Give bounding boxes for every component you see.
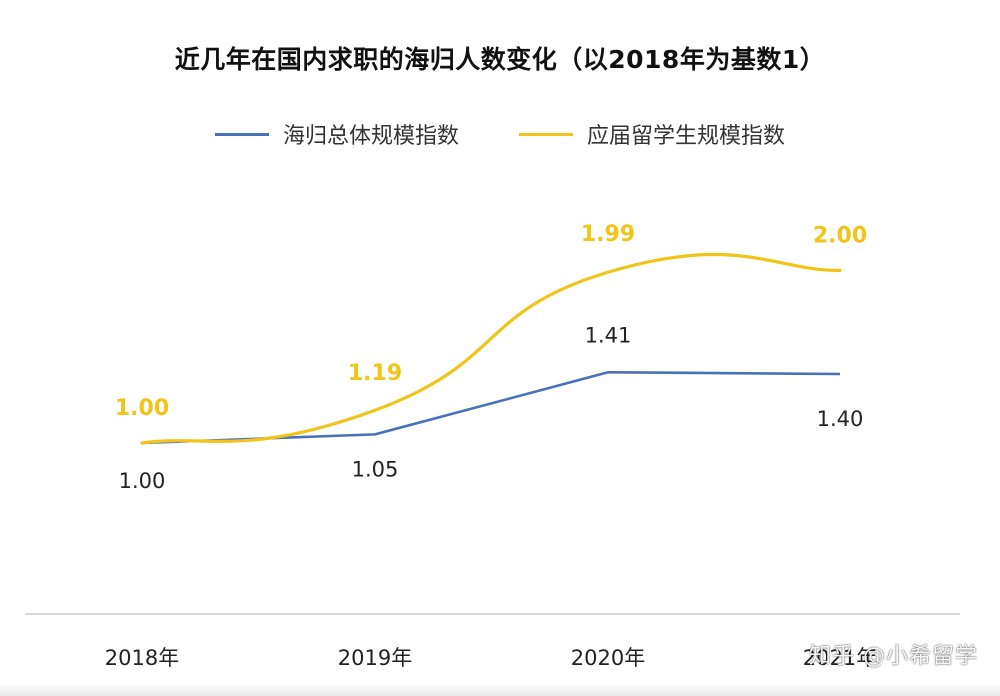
legend-swatch-graduates <box>519 132 573 136</box>
bottom-edge <box>0 684 1000 696</box>
legend-swatch-overall <box>214 132 269 136</box>
data-label-graduates: 1.19 <box>348 361 402 386</box>
data-label-overall: 1.40 <box>817 407 864 431</box>
legend-label-overall: 海归总体规模指数 <box>282 124 459 149</box>
x-tick-label: 2018年 <box>105 646 179 670</box>
watermark: 知乎 @小希留学 <box>809 644 978 669</box>
legend-item-overall: 海归总体规模指数 <box>214 118 459 150</box>
data-label-overall: 1.05 <box>352 457 399 481</box>
legend-label-graduates: 应届留学生规模指数 <box>587 124 786 149</box>
x-tick-label: 2021年 <box>803 646 877 670</box>
chart-title: 近几年在国内求职的海归人数变化（以2018年为基数1） <box>174 45 826 74</box>
legend-item-graduates: 应届留学生规模指数 <box>519 118 785 150</box>
series-line-overall <box>141 370 841 445</box>
data-label-overall: 1.00 <box>119 469 166 493</box>
data-label-overall: 1.41 <box>585 323 632 347</box>
data-label-graduates: 1.00 <box>115 396 169 421</box>
x-tick-label: 2020年 <box>571 646 645 670</box>
chart-legend: 海归总体规模指数 应届留学生规模指数 <box>0 118 1000 150</box>
x-tick-label: 2019年 <box>338 646 412 670</box>
series-line-graduates <box>140 252 842 445</box>
data-label-graduates: 1.99 <box>581 222 635 247</box>
data-label-graduates: 2.00 <box>813 224 867 249</box>
